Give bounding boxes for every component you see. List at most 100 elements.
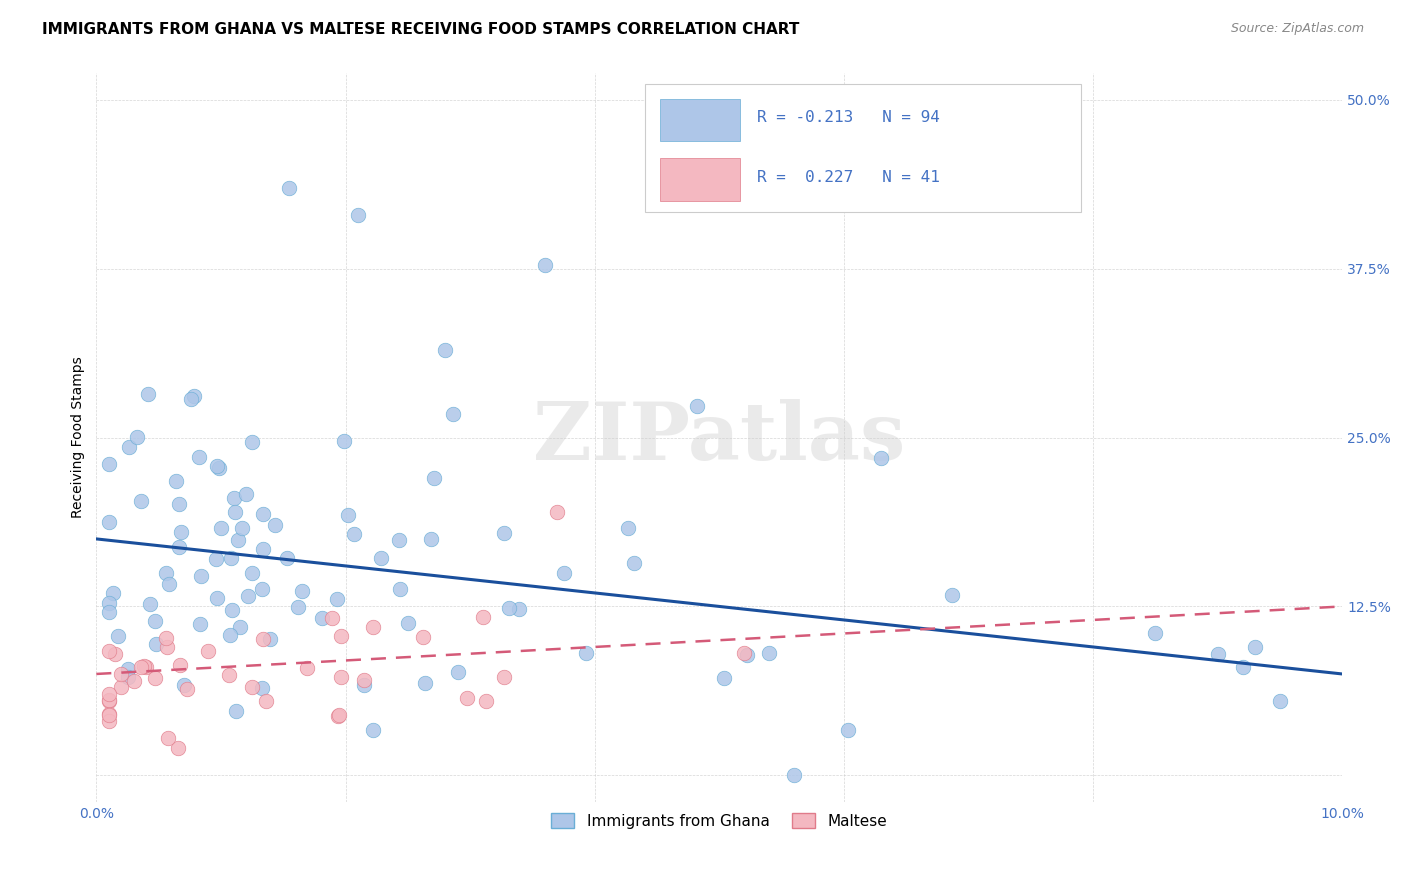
Point xyxy=(129,659,152,673)
Point xyxy=(1206,647,1229,661)
Point xyxy=(250,681,273,696)
Point xyxy=(471,610,494,624)
Point xyxy=(97,644,120,658)
Text: Source: ZipAtlas.com: Source: ZipAtlas.com xyxy=(1230,22,1364,36)
Point xyxy=(176,681,198,696)
Point xyxy=(228,620,250,634)
Point xyxy=(187,450,209,465)
Point xyxy=(117,662,139,676)
Point xyxy=(837,723,859,737)
Point xyxy=(575,646,598,660)
Point xyxy=(456,691,478,706)
Point xyxy=(1268,694,1291,708)
Point xyxy=(508,601,530,615)
Point xyxy=(389,582,412,596)
Text: IMMIGRANTS FROM GHANA VS MALTESE RECEIVING FOOD STAMPS CORRELATION CHART: IMMIGRANTS FROM GHANA VS MALTESE RECEIVI… xyxy=(42,22,800,37)
FancyBboxPatch shape xyxy=(659,158,741,201)
Point xyxy=(353,673,375,687)
Point xyxy=(143,614,166,628)
Point xyxy=(423,471,446,485)
Point xyxy=(1232,660,1254,674)
Point xyxy=(224,505,246,519)
Point xyxy=(328,707,350,722)
Point xyxy=(475,693,498,707)
Point xyxy=(155,631,177,645)
Point xyxy=(259,632,281,646)
Point xyxy=(180,392,202,406)
Point xyxy=(1244,640,1267,654)
Point xyxy=(434,343,457,357)
Legend: Immigrants from Ghana, Maltese: Immigrants from Ghana, Maltese xyxy=(546,806,893,835)
Point xyxy=(231,521,253,535)
Point xyxy=(252,632,274,647)
Point xyxy=(492,670,515,684)
FancyBboxPatch shape xyxy=(644,84,1081,211)
Point xyxy=(136,386,159,401)
Point xyxy=(329,670,352,684)
Point xyxy=(361,620,384,634)
Point xyxy=(157,731,180,746)
Point xyxy=(616,521,638,535)
Point xyxy=(240,434,263,449)
Point xyxy=(235,487,257,501)
Point xyxy=(419,532,441,546)
Point xyxy=(167,741,190,756)
Point xyxy=(278,181,301,195)
Point xyxy=(287,600,309,615)
Point xyxy=(166,474,188,488)
Text: R = -0.213   N = 94: R = -0.213 N = 94 xyxy=(756,110,939,125)
Point xyxy=(347,208,370,222)
Point xyxy=(870,450,893,465)
Point xyxy=(441,407,464,421)
Point xyxy=(941,588,963,602)
Point xyxy=(218,628,240,642)
Point xyxy=(122,673,145,688)
Point xyxy=(157,577,180,591)
Point xyxy=(236,589,259,603)
Point xyxy=(685,399,707,413)
Point xyxy=(129,493,152,508)
Point xyxy=(97,714,120,729)
Point xyxy=(413,675,436,690)
Point xyxy=(252,542,274,557)
Point xyxy=(226,533,249,548)
Point xyxy=(218,668,240,682)
Point xyxy=(104,647,127,661)
Point xyxy=(447,665,470,679)
Point xyxy=(534,258,557,272)
Point xyxy=(155,566,177,580)
Point xyxy=(325,592,347,607)
Point xyxy=(321,611,343,625)
Point xyxy=(139,597,162,611)
Point xyxy=(254,694,277,708)
Point xyxy=(110,667,132,681)
Point xyxy=(156,640,179,654)
Point xyxy=(145,637,167,651)
Point xyxy=(498,601,520,615)
Point xyxy=(553,566,575,580)
Point xyxy=(330,629,353,643)
Point xyxy=(132,659,155,673)
Point xyxy=(733,647,755,661)
Point xyxy=(546,505,568,519)
Point xyxy=(209,520,232,534)
Point xyxy=(263,518,285,533)
Point xyxy=(205,591,228,605)
Point xyxy=(110,681,132,695)
Point xyxy=(388,533,411,547)
Point xyxy=(101,585,124,599)
Point xyxy=(135,660,157,674)
Point xyxy=(252,507,274,521)
Point xyxy=(208,460,231,475)
Point xyxy=(370,551,392,566)
Point xyxy=(188,617,211,632)
Point xyxy=(276,550,298,565)
Point xyxy=(204,551,226,566)
Point xyxy=(343,527,366,541)
Point xyxy=(713,671,735,685)
Point xyxy=(758,646,780,660)
Point xyxy=(623,556,645,570)
Point xyxy=(97,605,120,619)
Point xyxy=(337,508,360,522)
Point xyxy=(224,491,246,505)
